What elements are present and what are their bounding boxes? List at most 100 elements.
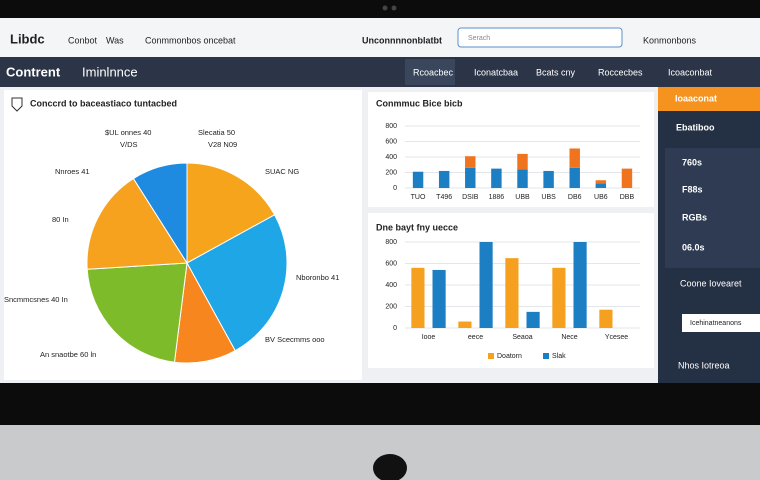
- y-tick-label: 0: [393, 185, 397, 192]
- side-header-text: Ioaaconat: [675, 93, 717, 103]
- pie-label: $UL onnes 40: [105, 128, 151, 137]
- side-input[interactable]: [682, 314, 760, 332]
- pie-label: Slecatia 50: [198, 128, 235, 137]
- bar-panel: [368, 92, 654, 207]
- bar: [465, 167, 476, 188]
- side-item[interactable]: 06.0s: [682, 242, 705, 252]
- icon: [11, 97, 23, 112]
- bar: [552, 267, 566, 328]
- pie-label: Nboronbo 41: [296, 273, 339, 282]
- bar: [491, 168, 502, 188]
- side-list: [665, 148, 760, 268]
- tab-label[interactable]: Iconatcbaa: [474, 67, 518, 77]
- pie-slice: [186, 162, 276, 264]
- x-tick-label: DB6: [568, 194, 582, 201]
- pie-label: Nnroes 41: [55, 167, 90, 176]
- bar: [569, 148, 580, 168]
- side-item[interactable]: 760s: [682, 157, 702, 167]
- x-tick-label: 1886: [489, 194, 505, 201]
- bar: [412, 171, 424, 188]
- toolbar-right[interactable]: Icoaconbat: [668, 67, 713, 77]
- x-tick-label: Nece: [561, 334, 577, 341]
- side-footer: Nhos Iotreoa: [678, 360, 730, 370]
- x-tick-label: UB6: [594, 194, 608, 201]
- toolbar: [0, 57, 760, 87]
- bar: [465, 156, 476, 168]
- side-item[interactable]: RGBs: [682, 212, 707, 222]
- x-tick-label: Seaoa: [512, 334, 532, 341]
- bar: [458, 321, 472, 328]
- x-tick-label: DBB: [620, 194, 635, 201]
- x-tick-label: UBB: [515, 194, 530, 201]
- side-section: Coone Iovearet: [680, 278, 742, 288]
- bar: [505, 258, 519, 328]
- camera: [391, 5, 397, 11]
- bar: [599, 309, 613, 328]
- x-tick-label: Ycesee: [605, 334, 628, 341]
- nav-item[interactable]: Conmmonbos oncebat: [145, 35, 236, 45]
- nav-item[interactable]: Was: [106, 35, 124, 45]
- camera: [382, 5, 388, 11]
- pie-label: SUAC NG: [265, 167, 299, 176]
- legend-label: Slak: [552, 353, 566, 360]
- tab-label[interactable]: Rcoacbec: [413, 67, 454, 77]
- y-tick-label: 200: [385, 303, 397, 310]
- brand: Libdc: [10, 31, 45, 46]
- bar: [517, 169, 528, 188]
- pie-title: Conccrd to baceastiaco tuntacbed: [30, 98, 177, 108]
- nav-item[interactable]: Conbot: [68, 35, 98, 45]
- bar: [411, 267, 425, 328]
- chart-title: Conmmuc Bice bicb: [376, 98, 463, 108]
- bar: [543, 170, 554, 188]
- legend-swatch: [488, 353, 494, 359]
- side-header: [658, 87, 760, 111]
- x-tick-label: DSIB: [462, 194, 479, 201]
- toolbar-subtitle: Iminlnnce: [82, 64, 138, 79]
- bar: [595, 183, 607, 188]
- y-tick-label: 800: [385, 239, 397, 246]
- bar: [438, 170, 450, 188]
- pie-label: Sncmmcsnes 40 In: [4, 295, 68, 304]
- bar: [432, 269, 446, 328]
- x-tick-label: Iooe: [422, 334, 436, 341]
- toolbar-title: Contrent: [6, 64, 61, 79]
- x-tick-label: T496: [436, 194, 452, 201]
- pie-slice: [132, 162, 188, 265]
- search-placeholder: Serach: [468, 35, 490, 42]
- side-title: Ebatiboo: [676, 122, 715, 132]
- tab[interactable]: [405, 59, 455, 85]
- y-tick-label: 600: [385, 138, 397, 145]
- pie-slice: [86, 177, 188, 270]
- legend-label: Doatorn: [497, 353, 522, 360]
- legend-swatch: [543, 353, 549, 359]
- y-tick-label: 400: [385, 282, 397, 289]
- bar: [621, 168, 633, 188]
- bar: [595, 180, 607, 184]
- y-tick-label: 0: [393, 325, 397, 332]
- bar: [569, 167, 580, 188]
- search-box[interactable]: [457, 27, 623, 48]
- bar: [479, 242, 493, 328]
- pie-label: 80 In: [52, 215, 69, 224]
- pie-label: V28 N09: [208, 140, 237, 149]
- header: [0, 18, 760, 57]
- y-tick-label: 800: [385, 123, 397, 130]
- bar: [517, 153, 528, 170]
- x-tick-label: eece: [468, 334, 483, 341]
- y-tick-label: 200: [385, 169, 397, 176]
- y-tick-label: 600: [385, 260, 397, 267]
- side-item[interactable]: F88s: [682, 184, 703, 194]
- tab-label[interactable]: Roccecbes: [598, 67, 643, 77]
- tab-label[interactable]: Bcats cny: [536, 67, 576, 77]
- logo: [373, 454, 407, 480]
- bar: [526, 311, 540, 328]
- side-input-text: Icehinatneanons: [690, 320, 742, 327]
- y-tick-label: 400: [385, 154, 397, 161]
- bar: [573, 242, 587, 328]
- chart-title: Dne bayt fny uecce: [376, 222, 458, 232]
- pie-label: BV Scecmms ooo: [265, 335, 325, 344]
- header-center: Unconnnnonblatbt: [362, 35, 442, 45]
- header-right[interactable]: Konmonbons: [643, 35, 697, 45]
- pie-slice: [86, 262, 188, 363]
